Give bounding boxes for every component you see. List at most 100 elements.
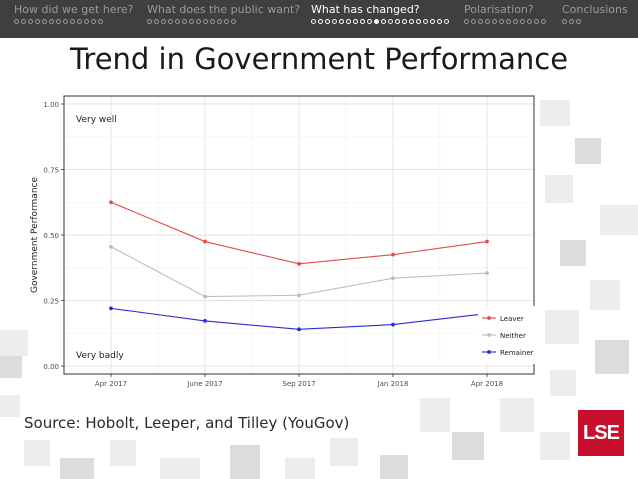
nav-dot[interactable] bbox=[231, 19, 236, 24]
nav-dot[interactable] bbox=[318, 19, 323, 24]
nav-dot[interactable] bbox=[182, 19, 187, 24]
nav-dot[interactable] bbox=[98, 19, 103, 24]
nav-dot[interactable] bbox=[161, 19, 166, 24]
nav-dot[interactable] bbox=[346, 19, 351, 24]
slide-title: Trend in Government Performance bbox=[69, 42, 569, 76]
nav-item-conclusions[interactable]: Conclusions bbox=[562, 3, 628, 16]
x-tick-label: Apr 2017 bbox=[95, 380, 127, 388]
nav-dot[interactable] bbox=[402, 19, 407, 24]
legend-label-remainer: Remainer bbox=[500, 349, 534, 357]
nav-dot[interactable] bbox=[395, 19, 400, 24]
nav-dot[interactable] bbox=[576, 19, 581, 24]
y-axis-label: Government Performance bbox=[30, 177, 40, 293]
nav-dot[interactable] bbox=[388, 19, 393, 24]
legend-label-leaver: Leaver bbox=[500, 315, 524, 323]
data-point-leaver bbox=[391, 252, 395, 257]
nav-dot[interactable] bbox=[513, 19, 518, 24]
data-point-leaver bbox=[109, 200, 113, 205]
chart-background bbox=[28, 90, 538, 392]
nav-dot[interactable] bbox=[224, 19, 229, 24]
nav-dot[interactable] bbox=[168, 19, 173, 24]
nav-dot[interactable] bbox=[35, 19, 40, 24]
nav-dot[interactable] bbox=[471, 19, 476, 24]
nav-dot[interactable] bbox=[63, 19, 68, 24]
nav-dot[interactable] bbox=[506, 19, 511, 24]
legend-key-point-remainer bbox=[487, 350, 491, 354]
nav-dot[interactable] bbox=[84, 19, 89, 24]
nav-dot[interactable] bbox=[77, 19, 82, 24]
nav-dot[interactable] bbox=[154, 19, 159, 24]
nav-item-polarisation[interactable]: Polarisation? bbox=[464, 3, 534, 16]
y-tick-labels: 0.00 0.25 0.50 0.75 1.00 bbox=[43, 101, 64, 371]
nav-dot[interactable] bbox=[374, 19, 379, 24]
nav-dot[interactable] bbox=[367, 19, 372, 24]
data-point-remainer bbox=[109, 306, 113, 311]
y-tick-label: 0.75 bbox=[43, 167, 59, 175]
x-tick-label: Jan 2018 bbox=[377, 380, 409, 388]
nav-dot[interactable] bbox=[423, 19, 428, 24]
nav-dot[interactable] bbox=[203, 19, 208, 24]
nav-dot[interactable] bbox=[175, 19, 180, 24]
data-point-neither bbox=[297, 293, 301, 298]
government-performance-chart: 0.00 0.25 0.50 0.75 1.00 Apr 2017 June 2017 Se… bbox=[28, 90, 538, 392]
nav-dot[interactable] bbox=[42, 19, 47, 24]
nav-dot[interactable] bbox=[360, 19, 365, 24]
data-point-remainer bbox=[391, 322, 395, 327]
data-point-neither bbox=[391, 276, 395, 281]
nav-dot[interactable] bbox=[28, 19, 33, 24]
nav-dot[interactable] bbox=[416, 19, 421, 24]
chart-legend: Leaver Neither Remainer bbox=[478, 306, 536, 364]
nav-dot[interactable] bbox=[56, 19, 61, 24]
nav-dot[interactable] bbox=[541, 19, 546, 24]
nav-dot[interactable] bbox=[196, 19, 201, 24]
data-point-neither bbox=[203, 294, 207, 299]
nav-dot[interactable] bbox=[217, 19, 222, 24]
data-point-neither bbox=[485, 271, 489, 275]
y-tick-label: 0.00 bbox=[43, 363, 59, 371]
nav-item-what-does-public-want[interactable]: What does the public want? bbox=[147, 3, 301, 16]
nav-dot[interactable] bbox=[147, 19, 152, 24]
y-tick-label: 1.00 bbox=[43, 101, 59, 109]
nav-dot[interactable] bbox=[562, 19, 567, 24]
data-point-remainer bbox=[203, 319, 207, 323]
y-tick-label: 0.50 bbox=[43, 232, 59, 240]
nav-dot[interactable] bbox=[478, 19, 483, 24]
legend-label-neither: Neither bbox=[500, 332, 526, 340]
nav-dot[interactable] bbox=[189, 19, 194, 24]
nav-dot[interactable] bbox=[520, 19, 525, 24]
nav-dot[interactable] bbox=[325, 19, 330, 24]
nav-dot[interactable] bbox=[499, 19, 504, 24]
data-point-remainer bbox=[297, 327, 301, 332]
nav-dot[interactable] bbox=[21, 19, 26, 24]
lse-logo: LSE bbox=[578, 410, 624, 456]
chart-series bbox=[109, 200, 489, 332]
x-tick-label: Sep 2017 bbox=[282, 380, 315, 388]
nav-item-what-has-changed[interactable]: What has changed? bbox=[311, 3, 420, 16]
annotation-very-well: Very well bbox=[76, 115, 117, 125]
nav-dot[interactable] bbox=[534, 19, 539, 24]
legend-key-point-neither bbox=[487, 333, 491, 337]
nav-dot[interactable] bbox=[492, 19, 497, 24]
nav-dot[interactable] bbox=[444, 19, 449, 24]
nav-dot[interactable] bbox=[485, 19, 490, 24]
nav-dot[interactable] bbox=[430, 19, 435, 24]
nav-dot[interactable] bbox=[70, 19, 75, 24]
nav-dot[interactable] bbox=[409, 19, 414, 24]
nav-item-how-did-we-get-here[interactable]: How did we get here? bbox=[14, 3, 134, 16]
legend-key-point-leaver bbox=[487, 316, 491, 320]
nav-dot[interactable] bbox=[464, 19, 469, 24]
nav-dot[interactable] bbox=[339, 19, 344, 24]
data-point-leaver bbox=[203, 239, 207, 244]
nav-dot[interactable] bbox=[332, 19, 337, 24]
nav-dot[interactable] bbox=[311, 19, 316, 24]
nav-dot[interactable] bbox=[353, 19, 358, 24]
nav-dot[interactable] bbox=[381, 19, 386, 24]
nav-dot[interactable] bbox=[569, 19, 574, 24]
nav-dot[interactable] bbox=[14, 19, 19, 24]
nav-dot[interactable] bbox=[437, 19, 442, 24]
nav-dot[interactable] bbox=[91, 19, 96, 24]
nav-dot[interactable] bbox=[210, 19, 215, 24]
nav-dot[interactable] bbox=[49, 19, 54, 24]
chart-gridlines bbox=[64, 96, 534, 374]
nav-dot[interactable] bbox=[527, 19, 532, 24]
